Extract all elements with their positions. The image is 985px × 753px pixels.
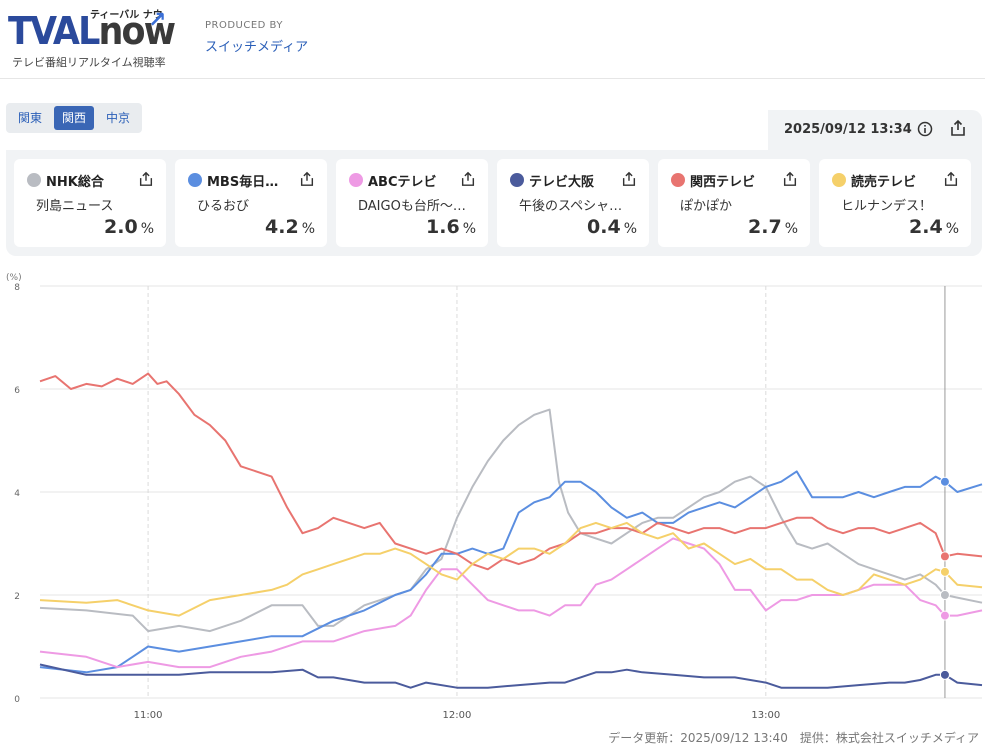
rating-unit: % [462,221,476,237]
info-icon[interactable] [917,121,933,137]
rating-value: 4.2% [265,216,315,238]
rating-value: 1.6% [426,216,476,238]
series-line [39,537,983,669]
channel-color-dot [27,173,41,187]
x-tick-label: 11:00 [134,710,163,721]
program-title: ひるおび [197,199,250,214]
logo-kana: ティーバル ナウ [90,10,163,21]
rating-unit: % [784,221,798,237]
channel-card[interactable]: NHK総合列島ニュース 2.0% [14,159,166,247]
tab-kansai[interactable]: 関西 [54,106,94,130]
rating-number: 1.6 [426,216,460,238]
series-line [39,470,983,674]
arrow-up-icon: ↗ [148,8,167,33]
series-line [39,663,983,689]
program-title: ぽかぽか [680,199,733,214]
rating-value: 2.7% [748,216,798,238]
share-icon[interactable] [460,171,476,187]
share-icon[interactable] [138,171,154,187]
program-title: DAIGOも台所〜… [358,199,466,214]
rating-number: 2.7 [748,216,782,238]
logo-wordmark: TVALnow [8,9,177,53]
rating-number: 0.4 [587,216,621,238]
channel-color-dot [832,173,846,187]
channel-color-dot [510,173,524,187]
channel-color-dot [188,173,202,187]
app-header: ティーバル ナウ TVALnow ↗ テレビ番組リアルタイム視聴率 PRODUC… [0,0,985,79]
channel-card[interactable]: ABCテレビ DAIGOも台所〜… 1.6% [336,159,488,247]
rating-unit: % [301,221,315,237]
series-line [39,521,983,617]
rating-number: 2.0 [104,216,138,238]
share-icon[interactable] [943,171,959,187]
rating-unit: % [623,221,637,237]
channel-name: テレビ大阪 [529,175,595,190]
share-icon[interactable] [949,119,967,137]
y-tick-label: 4 [14,489,20,499]
channel-card[interactable]: 関西テレビぽかぽか 2.7% [658,159,810,247]
logo-text-now: now [98,9,177,53]
logo-subtitle: テレビ番組リアルタイム視聴率 [12,56,166,69]
channel-name: NHK総合 [46,175,104,190]
rating-number: 2.4 [909,216,943,238]
tab-kanto[interactable]: 関東 [17,111,42,125]
tvalnow-logo[interactable]: ティーバル ナウ TVALnow ↗ テレビ番組リアルタイム視聴率 [8,6,178,72]
region-tabs: 関東 関西 中京 [6,103,142,133]
tab-chukyo[interactable]: 中京 [105,111,130,125]
x-tick-label: 13:00 [751,710,780,721]
produced-by-label: PRODUCED BY [205,20,283,31]
channel-name: 読売テレビ [851,175,917,190]
rating-unit: % [945,221,959,237]
ratings-chart[interactable]: (%) 0 2 4 6 8 11:00 12:00 13:00 [0,268,985,730]
channel-card[interactable]: テレビ大阪午後のスペシャ… 0.4% [497,159,649,247]
logo-text-tval: TVAL [8,9,100,53]
brand-link[interactable]: スイッチメディア [205,40,309,55]
channel-color-dot [349,173,363,187]
program-title: ヒルナンデス！ [841,199,933,214]
cursor-point [939,590,950,600]
channel-card[interactable]: MBS毎日… ひるおび 4.2% [175,159,327,247]
cursor-point [939,566,950,577]
ratings-line-chart[interactable]: (%) 0 2 4 6 8 11:00 12:00 13:00 [0,268,985,730]
channel-name: MBS毎日… [207,175,279,190]
share-icon[interactable] [782,171,798,187]
y-tick-label: 8 [14,283,20,293]
series-line [39,408,983,633]
program-title: 列島ニュース [36,199,114,214]
cursor-point [939,551,950,562]
rating-value: 2.0% [104,216,154,238]
rating-number: 4.2 [265,216,299,238]
series-line [39,372,983,571]
channel-color-dot [671,173,685,187]
share-icon[interactable] [299,171,315,187]
cursor-point [939,669,950,680]
channel-name: 関西テレビ [690,175,756,190]
channel-card[interactable]: 読売テレビヒルナンデス！ 2.4% [819,159,971,247]
y-tick-label: 6 [14,386,20,396]
data-update-footer: データ更新：2025/09/12 13:40 提供：株式会社スイッチメディア [608,731,979,745]
rating-value: 0.4% [587,216,637,238]
rating-value: 2.4% [909,216,959,238]
channel-name: ABCテレビ [368,175,437,190]
rating-unit: % [140,221,154,237]
program-title: 午後のスペシャ… [519,199,623,214]
share-icon[interactable] [621,171,637,187]
y-tick-label: 2 [14,592,20,602]
y-tick-label: 0 [14,695,20,705]
x-tick-label: 12:00 [443,710,472,721]
cursor-point [939,610,950,621]
cursor-point [939,476,950,487]
current-timestamp: 2025/09/12 13:34 [784,122,912,137]
y-axis-label: (%) [6,273,22,283]
